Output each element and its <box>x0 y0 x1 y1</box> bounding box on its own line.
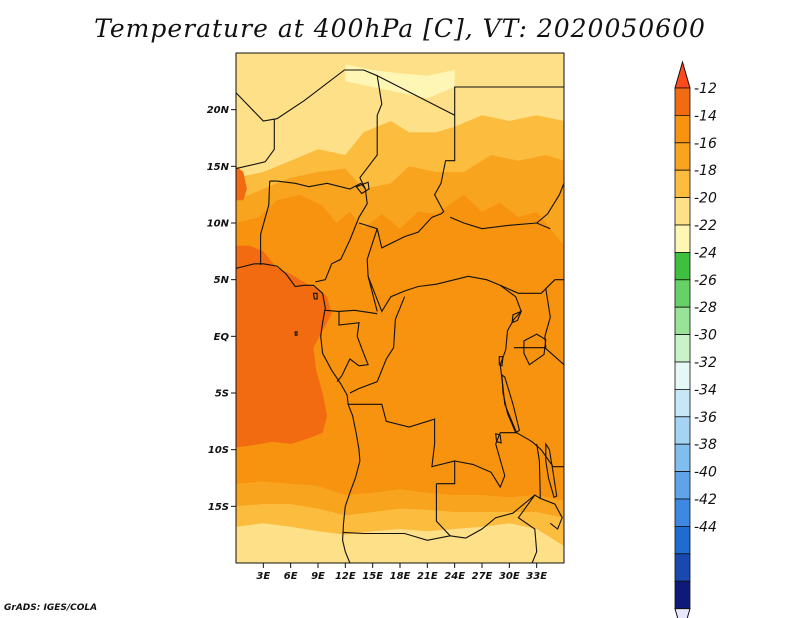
lon-tick-label: 27E <box>472 571 493 582</box>
border-cameroon-car <box>366 228 378 312</box>
lat-tick-label: 5N <box>214 275 230 286</box>
colorbar-label: -42 <box>694 492 717 508</box>
colorbar-label: -12 <box>694 81 717 97</box>
lake-kivu <box>498 356 504 367</box>
colorbar-bin <box>674 306 691 336</box>
colorbar-bin <box>674 87 691 116</box>
lat-tick-label: 10S <box>208 445 229 456</box>
country-borders <box>236 69 564 563</box>
border-gabon-congo <box>336 311 369 383</box>
colorbar-label: -16 <box>694 136 717 152</box>
border-congo-drc <box>349 296 406 394</box>
colorbar-bin <box>674 115 691 144</box>
colorbar-bin <box>674 224 691 253</box>
lat-tick-label: 5S <box>215 389 229 400</box>
colorbar: -12 -14 -16 -18 -20 -22 -24 -26 -28 -30 -32 -34 -36 -… <box>674 60 717 618</box>
border-niger-algeria <box>236 69 364 122</box>
lon-tick-label: 24E <box>444 571 465 582</box>
colorbar-label: -28 <box>694 300 717 316</box>
border-angola-zambia <box>435 483 451 537</box>
lon-tick-label: 21E <box>417 571 438 582</box>
field-band-yellow-north <box>345 64 455 99</box>
lon-tick-label: 9E <box>311 571 325 582</box>
colorbar-top-arrow <box>674 60 691 89</box>
coastline-west-africa <box>236 263 361 563</box>
lake-malawi <box>545 442 558 499</box>
lat-tick-label: 15S <box>208 502 229 513</box>
colorbar-label: -20 <box>694 191 717 207</box>
latitude-axis: 20N 15N 10N 5N EQ 5S 10S 15S <box>207 105 236 513</box>
border-nigeria-niger <box>269 180 366 190</box>
colorbar-label: -44 <box>694 519 717 535</box>
colorbar-bin <box>674 142 691 171</box>
colorbar-label: -38 <box>694 437 717 453</box>
border-chad-sudan <box>433 115 456 215</box>
lon-tick-label: 30E <box>499 571 520 582</box>
lon-tick-label: 6E <box>284 571 298 582</box>
lake-victoria <box>523 333 547 366</box>
island-bioko <box>312 292 318 300</box>
chart-title: Temperature at 400hPa [C], VT: 202005060… <box>94 14 706 43</box>
lon-tick-label: 3E <box>256 571 270 582</box>
colorbar-bin <box>674 443 691 473</box>
border-tanzania-south <box>516 432 564 468</box>
lon-tick-label: 33E <box>526 571 547 582</box>
border-zimbabwe-mozambique <box>517 494 538 563</box>
border-mali-niger <box>236 118 275 170</box>
colorbar-label: -30 <box>694 328 717 344</box>
colorbar-label: -34 <box>694 382 717 398</box>
border-sudan-libya-egypt <box>454 86 564 116</box>
lon-tick-label: 12E <box>335 571 356 582</box>
border-zambia-zimbabwe <box>465 494 541 539</box>
colorbar-bin <box>674 251 691 281</box>
border-drc-angola <box>348 403 456 485</box>
border-chad-libya <box>376 75 455 116</box>
border-cameroon-south <box>325 309 378 315</box>
colorbar-label: -24 <box>694 245 717 261</box>
lake-albert <box>511 310 523 324</box>
lake-mweru <box>495 433 502 444</box>
colorbar-label: -22 <box>694 218 717 234</box>
lat-tick-label: 15N <box>207 162 230 173</box>
lake-tanganyika <box>501 373 521 434</box>
island-sao-tome <box>294 331 298 336</box>
border-angola-namibia <box>343 531 466 541</box>
field-band-west-warm <box>236 245 332 448</box>
grads-credit: GrADS: IGES/COLA <box>4 603 98 613</box>
colorbar-bin <box>674 580 691 610</box>
colorbar-bin <box>674 361 691 390</box>
border-car-south <box>367 275 501 313</box>
border-benin-nigeria <box>260 181 271 265</box>
colorbar-label: -32 <box>694 355 717 371</box>
colorbar-label: -36 <box>694 410 717 426</box>
colorbar-bin <box>674 526 691 555</box>
colorbar-bin <box>674 279 691 308</box>
colorbar-label: -40 <box>694 465 717 481</box>
lat-tick-label: 10N <box>207 219 230 230</box>
field-band-north-edge <box>236 166 247 201</box>
lon-tick-label: 15E <box>362 571 383 582</box>
colorbar-bin <box>674 416 691 445</box>
lon-tick-label: 18E <box>390 571 411 582</box>
lat-tick-label: 20N <box>207 105 230 116</box>
colorbar-bin <box>674 197 691 226</box>
colorbar-label: -14 <box>694 108 717 124</box>
colorbar-bottom-arrow <box>674 608 691 618</box>
colorbar-bin <box>674 334 691 363</box>
colorbar-label: -18 <box>694 163 717 179</box>
border-malawi-mozambique <box>536 443 563 530</box>
colorbar-bin <box>674 498 691 527</box>
colorbar-bin <box>674 553 691 582</box>
colorbar-bin <box>674 471 691 500</box>
colorbar-label: -26 <box>694 273 717 289</box>
lat-tick-label: EQ <box>214 332 230 343</box>
border-nigeria-cameroon <box>315 188 368 283</box>
lake-chad <box>355 181 370 195</box>
longitude-axis: 3E 6E 9E 12E 15E 18E 21E 24E 27E 30E 33E <box>256 563 547 582</box>
colorbar-bin <box>674 388 691 418</box>
border-sudan-south-sudan <box>449 216 551 230</box>
colorbar-bin <box>674 169 691 198</box>
